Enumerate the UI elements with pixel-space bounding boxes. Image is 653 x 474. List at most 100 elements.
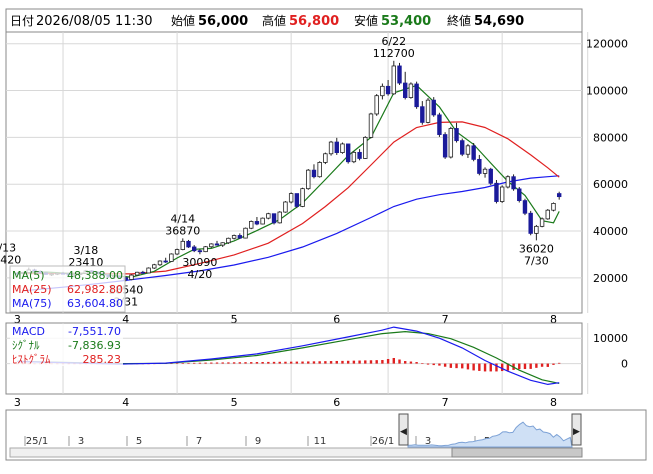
candle-body (146, 267, 151, 274)
annotation-date: 3/18 (73, 244, 98, 257)
candle-body (186, 240, 191, 248)
candle-body (351, 151, 357, 163)
price-tick-label: 100000 (586, 85, 628, 98)
candle-body (539, 218, 545, 227)
low-label: 安値 (354, 13, 378, 28)
histogram-bar (552, 363, 555, 365)
candle-body (442, 134, 448, 158)
candle-body (408, 83, 414, 98)
histogram-bar (506, 363, 510, 371)
candle-body (134, 271, 140, 276)
histogram-bar (489, 363, 492, 372)
candle-body (403, 82, 408, 98)
candle-body (385, 85, 391, 95)
candle-body (140, 271, 146, 274)
histogram-bar (318, 361, 321, 364)
candle-body (448, 128, 454, 158)
candle-body (169, 253, 174, 262)
candle-body (345, 143, 351, 163)
histogram-bar (438, 363, 441, 366)
histogram-bar (267, 361, 270, 364)
nav-tick-label: 3 (425, 436, 431, 447)
annotation-date: 2/13 (0, 242, 16, 255)
candle-body (545, 209, 550, 220)
histogram-bar (278, 361, 281, 364)
candle-body (157, 260, 163, 266)
macd-tick-label: 0 (621, 358, 628, 371)
histogram-bar (261, 361, 264, 364)
histogram-bar (404, 361, 407, 364)
histogram-bar (529, 363, 532, 369)
candle-body (306, 169, 311, 190)
histogram-bar (244, 362, 247, 364)
candle-body (505, 176, 511, 188)
annotation-date: 6/22 (381, 35, 406, 48)
histogram-bar (250, 362, 253, 364)
histogram-bar (540, 363, 544, 367)
annotation-date: 4/14 (170, 212, 195, 225)
close-label: 終値 (447, 13, 471, 28)
nav-left-handle[interactable] (398, 413, 409, 446)
candle-body (209, 243, 214, 248)
candle-body (271, 213, 277, 224)
candle-body (494, 182, 499, 202)
histogram-bar (466, 363, 470, 370)
nav-right-arrow-icon[interactable]: ▶ (573, 427, 580, 437)
candle-body (300, 188, 305, 207)
candle-body (152, 264, 157, 269)
histogram-bar (221, 362, 224, 364)
header-datetime: 2026/08/05 11:30 (36, 14, 153, 29)
price-annotations: 2/13244203/1823410185403/314/14368703009… (0, 35, 554, 308)
ma5-legend-value: 48,388.00 (67, 269, 123, 282)
histogram-bar (500, 363, 504, 372)
histogram-bar (307, 361, 310, 364)
histogram-bar (346, 360, 350, 364)
candle-body (511, 176, 516, 190)
nav-left-arrow-icon[interactable]: ◀ (400, 427, 407, 437)
histogram-bar (495, 363, 498, 372)
date-tick-label: 7 (442, 313, 449, 326)
signal-legend-label: ｼｸﾞﾅﾙ (12, 339, 40, 352)
signal-legend-value: -7,836.93 (68, 339, 121, 352)
annotation-date: 7/30 (524, 254, 549, 267)
macd-lines (17, 326, 560, 386)
close-value: 54,690 (474, 14, 524, 29)
nav-tick-label: 5 (136, 436, 142, 447)
ma75-legend-label: MA(75) (12, 297, 52, 310)
nav-tick-label: 7 (196, 436, 202, 447)
histogram-bar (329, 361, 333, 364)
candle-body (368, 113, 374, 138)
macd-legend-value: -7,551.70 (68, 325, 121, 338)
candle-body (317, 162, 322, 178)
histogram-bar (301, 361, 304, 364)
candle-body (334, 141, 339, 153)
annotation-price: 36020 (519, 242, 554, 255)
date-tick-label: 4 (122, 396, 129, 409)
nav-scrollbar-thumb[interactable] (451, 447, 583, 458)
histogram-bar (443, 363, 447, 367)
candle-body (522, 200, 528, 214)
candle-body (391, 65, 397, 95)
candle-body (517, 188, 522, 201)
navigator-selection-area (407, 421, 573, 448)
candle-body (129, 274, 134, 280)
macd-line (17, 326, 560, 386)
candle-body (528, 212, 533, 234)
histogram-bar (557, 362, 561, 364)
histogram-bar (409, 361, 413, 364)
histogram-bar (192, 362, 196, 364)
histogram-bar (335, 360, 338, 364)
candle-body (323, 153, 328, 163)
annotation-price: 24420 (0, 254, 21, 267)
candle-body (437, 114, 442, 135)
candle-body (374, 95, 379, 115)
candle-body (214, 243, 220, 246)
candlesticks (15, 60, 562, 282)
histogram-bar (215, 362, 219, 364)
candle-body (465, 145, 471, 155)
nav-right-handle[interactable] (571, 413, 582, 446)
candle-body (254, 221, 260, 225)
histogram-bar (198, 362, 202, 364)
histogram-bar (358, 360, 361, 364)
